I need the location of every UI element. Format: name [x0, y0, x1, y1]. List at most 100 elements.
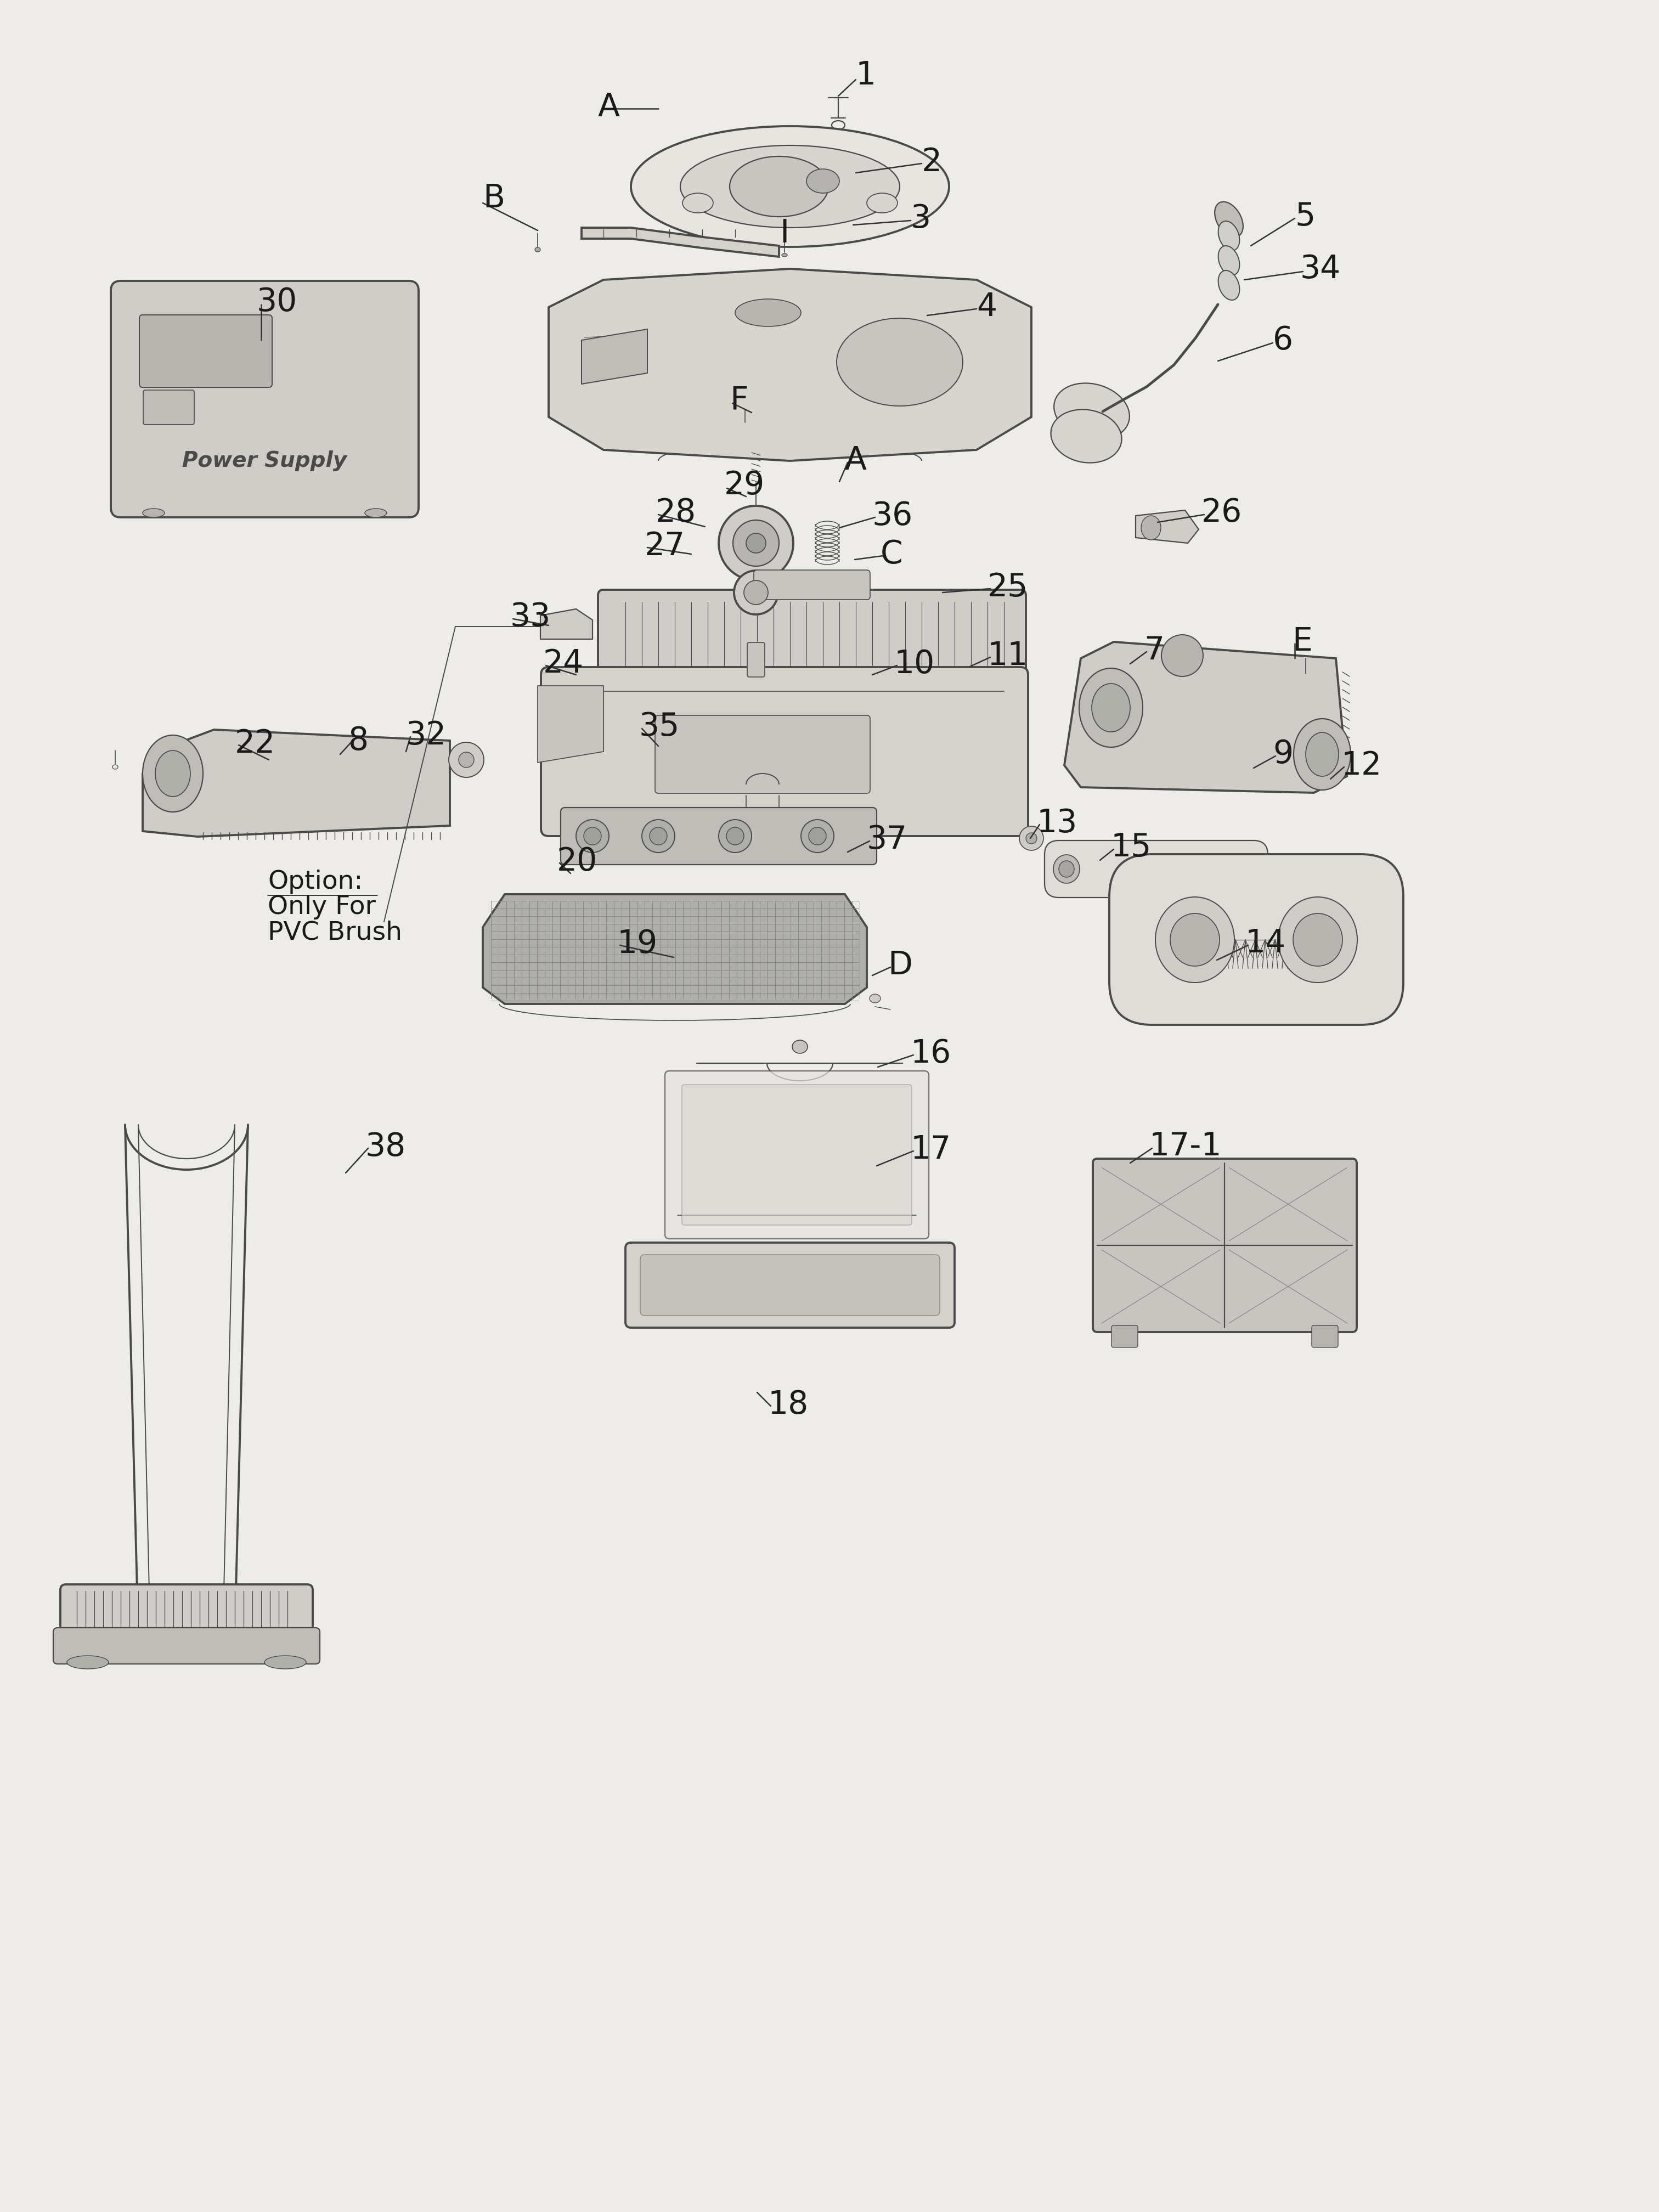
Text: 13: 13: [1037, 807, 1078, 838]
Text: B: B: [483, 184, 504, 215]
Ellipse shape: [742, 422, 748, 427]
Ellipse shape: [1161, 635, 1203, 677]
Polygon shape: [483, 894, 866, 1004]
Text: 6: 6: [1272, 325, 1292, 356]
Ellipse shape: [735, 299, 801, 327]
Ellipse shape: [1141, 515, 1161, 540]
Text: 27: 27: [645, 531, 685, 562]
Text: 8: 8: [348, 726, 368, 757]
Text: 4: 4: [977, 292, 997, 323]
Text: Option:: Option:: [267, 869, 363, 894]
Text: A: A: [597, 91, 620, 122]
Ellipse shape: [1053, 383, 1130, 440]
Polygon shape: [143, 730, 450, 836]
Text: I: I: [780, 217, 790, 248]
FancyBboxPatch shape: [625, 1243, 954, 1327]
Ellipse shape: [1025, 832, 1037, 843]
Text: A: A: [844, 445, 866, 476]
Ellipse shape: [1092, 684, 1130, 732]
Text: 36: 36: [873, 500, 912, 531]
Text: 19: 19: [617, 929, 659, 960]
FancyBboxPatch shape: [640, 1254, 939, 1316]
Ellipse shape: [143, 734, 202, 812]
Ellipse shape: [680, 146, 899, 228]
Text: 12: 12: [1342, 750, 1382, 781]
Ellipse shape: [718, 507, 793, 580]
Polygon shape: [538, 686, 604, 763]
Text: 38: 38: [365, 1130, 406, 1161]
Text: 7: 7: [1143, 635, 1165, 666]
Ellipse shape: [733, 520, 780, 566]
FancyBboxPatch shape: [655, 714, 869, 794]
Text: 1: 1: [856, 60, 876, 91]
Ellipse shape: [143, 509, 164, 518]
Ellipse shape: [733, 571, 778, 615]
Text: 9: 9: [1272, 739, 1292, 770]
Text: D: D: [888, 949, 912, 982]
Ellipse shape: [584, 827, 601, 845]
Text: 24: 24: [542, 648, 584, 679]
Text: 37: 37: [866, 823, 907, 856]
FancyBboxPatch shape: [682, 1084, 912, 1225]
Ellipse shape: [834, 148, 841, 153]
Text: 18: 18: [768, 1389, 810, 1420]
Text: E: E: [1292, 626, 1312, 657]
Polygon shape: [582, 330, 647, 385]
FancyBboxPatch shape: [1112, 1325, 1138, 1347]
Polygon shape: [1136, 511, 1199, 544]
Polygon shape: [582, 228, 780, 257]
Text: 2: 2: [922, 146, 942, 177]
Ellipse shape: [1294, 719, 1350, 790]
Ellipse shape: [730, 157, 828, 217]
Text: F: F: [730, 385, 748, 416]
Ellipse shape: [1078, 668, 1143, 748]
Ellipse shape: [747, 533, 766, 553]
Text: 34: 34: [1301, 252, 1340, 285]
Ellipse shape: [1279, 898, 1357, 982]
FancyBboxPatch shape: [53, 1628, 320, 1663]
Ellipse shape: [264, 1657, 307, 1668]
Text: C: C: [881, 538, 902, 571]
Text: 5: 5: [1294, 201, 1316, 232]
Ellipse shape: [642, 821, 675, 852]
Text: 17-1: 17-1: [1150, 1130, 1223, 1161]
Ellipse shape: [1214, 201, 1243, 237]
FancyBboxPatch shape: [541, 668, 1029, 836]
FancyBboxPatch shape: [1093, 1159, 1357, 1332]
Ellipse shape: [1058, 860, 1073, 878]
FancyBboxPatch shape: [747, 641, 765, 677]
Ellipse shape: [682, 192, 713, 212]
FancyBboxPatch shape: [143, 389, 194, 425]
Ellipse shape: [1218, 270, 1239, 301]
Text: 20: 20: [557, 845, 597, 876]
Ellipse shape: [650, 827, 667, 845]
Ellipse shape: [808, 827, 826, 845]
Ellipse shape: [793, 1040, 808, 1053]
Polygon shape: [1065, 641, 1347, 792]
Ellipse shape: [801, 821, 834, 852]
FancyBboxPatch shape: [597, 591, 1025, 686]
Ellipse shape: [66, 1657, 108, 1668]
Text: 33: 33: [511, 602, 551, 633]
Ellipse shape: [1155, 898, 1234, 982]
Ellipse shape: [1050, 409, 1121, 462]
Ellipse shape: [156, 750, 191, 796]
Text: Only For: Only For: [267, 896, 377, 920]
Ellipse shape: [1292, 914, 1342, 967]
Ellipse shape: [1218, 246, 1239, 276]
Ellipse shape: [1019, 827, 1044, 849]
Text: 3: 3: [911, 204, 931, 234]
Ellipse shape: [630, 126, 949, 248]
Text: Power Supply: Power Supply: [182, 451, 347, 471]
FancyBboxPatch shape: [111, 281, 418, 518]
Text: 26: 26: [1201, 498, 1243, 529]
Text: 16: 16: [911, 1037, 951, 1068]
Ellipse shape: [869, 993, 881, 1002]
Ellipse shape: [534, 248, 541, 252]
Text: 14: 14: [1246, 929, 1286, 960]
Text: 11: 11: [987, 639, 1029, 670]
Text: 17: 17: [911, 1135, 951, 1166]
FancyBboxPatch shape: [1045, 841, 1267, 898]
Ellipse shape: [743, 580, 768, 604]
Text: 29: 29: [725, 469, 765, 502]
